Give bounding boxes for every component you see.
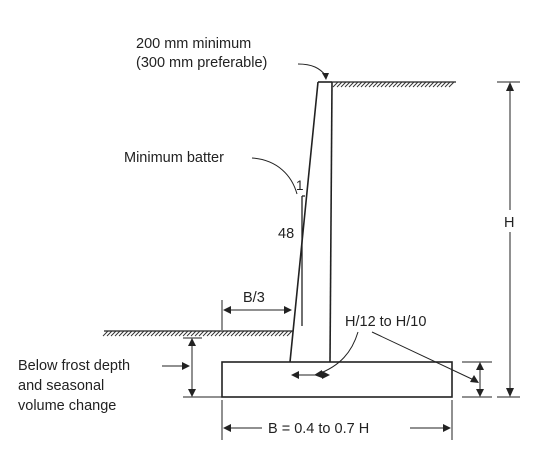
min-batter-leader (251, 157, 298, 195)
frost-label-line2: and seasonal (18, 378, 104, 394)
wall-stem (289, 81, 333, 363)
frost-depth-dimension (162, 337, 222, 398)
footing-thickness-dimension (462, 361, 492, 398)
min-batter-label: Minimum batter (124, 150, 224, 166)
top-width-label-line1: 200 mm minimum (136, 36, 251, 52)
base-width-dimension (221, 400, 453, 440)
thickness-leaders (314, 331, 479, 383)
batter-rise-label: 48 (278, 226, 294, 242)
top-width-leader (297, 63, 327, 77)
toe-width-label: B/3 (243, 290, 265, 306)
lower-ground-surface (102, 330, 293, 337)
base-width-label: B = 0.4 to 0.7 H (268, 421, 369, 437)
batter-slope-triangle (301, 195, 305, 326)
height-dimension (497, 81, 520, 398)
frost-label-line3: volume change (18, 398, 116, 414)
base-thickness-label: H/12 to H/10 (345, 314, 426, 330)
upper-ground-surface (332, 81, 456, 88)
stem-bottom-dimension (291, 371, 330, 379)
footing (221, 361, 453, 398)
toe-width-dimension (221, 300, 292, 330)
height-label: H (504, 215, 514, 231)
top-width-label-line2: (300 mm preferable) (136, 55, 267, 71)
batter-run-label: 1 (296, 178, 304, 193)
frost-label-line1: Below frost depth (18, 358, 130, 374)
